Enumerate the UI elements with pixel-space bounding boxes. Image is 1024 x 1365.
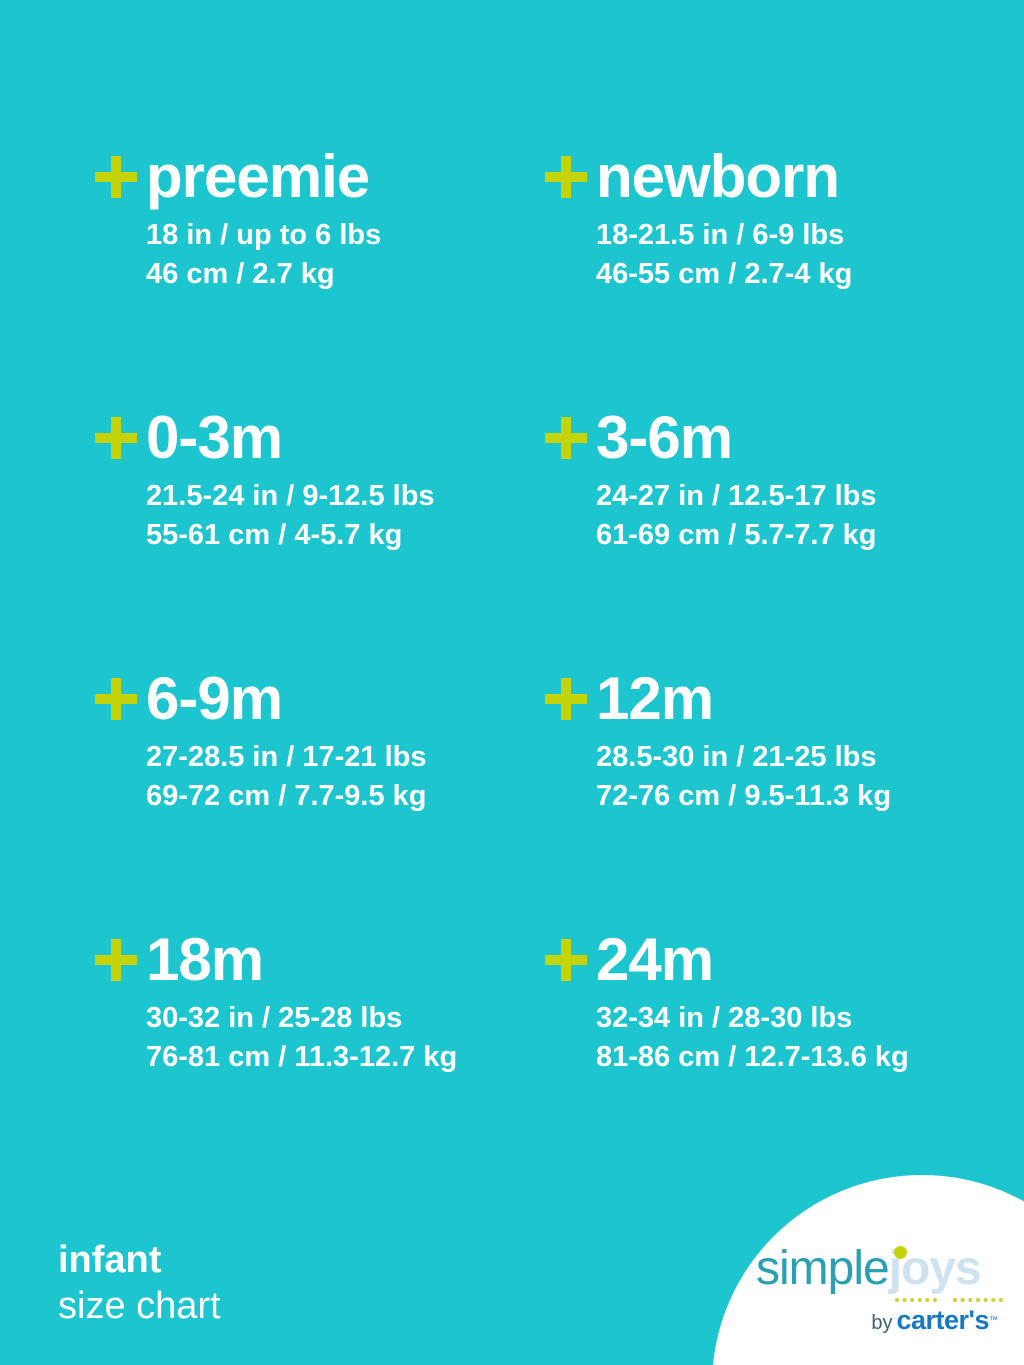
size-head: preemie bbox=[95, 143, 545, 210]
size-block-12m: 12m 28.5-30 in / 21-25 lbs 72-76 cm / 9.… bbox=[545, 665, 935, 931]
size-imperial: 21.5-24 in / 9-12.5 lbs bbox=[146, 480, 435, 512]
size-metric: 46-55 cm / 2.7-4 kg bbox=[596, 258, 853, 291]
size-head: newborn bbox=[545, 143, 935, 210]
size-head: 24m bbox=[545, 926, 935, 993]
size-details: 30-32 in / 25-28 lbs 76-81 cm / 11.3-12.… bbox=[146, 999, 545, 1078]
size-imperial: 28.5-30 in / 21-25 lbs bbox=[596, 741, 877, 773]
size-details: 24-27 in / 12.5-17 lbs 61-69 cm / 5.7-7.… bbox=[596, 477, 935, 556]
size-metric: 76-81 cm / 11.3-12.7 kg bbox=[146, 1041, 458, 1074]
plus-icon bbox=[95, 938, 137, 981]
plus-icon bbox=[545, 416, 587, 459]
size-head: 3-6m bbox=[545, 404, 935, 471]
size-details: 21.5-24 in / 9-12.5 lbs 55-61 cm / 4-5.7… bbox=[146, 477, 545, 556]
size-metric: 61-69 cm / 5.7-7.7 kg bbox=[596, 519, 877, 552]
size-metric: 72-76 cm / 9.5-11.3 kg bbox=[596, 780, 892, 813]
chart-category-label: infant bbox=[58, 1239, 162, 1281]
size-metric: 69-72 cm / 7.7-9.5 kg bbox=[146, 780, 427, 813]
chart-footer: infant size chart bbox=[58, 1238, 221, 1329]
plus-icon bbox=[545, 155, 587, 198]
size-name: 18m bbox=[146, 926, 264, 993]
logo-carters-text: carter's bbox=[896, 1305, 990, 1335]
size-details: 32-34 in / 28-30 lbs 81-86 cm / 12.7-13.… bbox=[596, 999, 935, 1078]
size-head: 12m bbox=[545, 665, 935, 732]
size-block-3-6m: 3-6m 24-27 in / 12.5-17 lbs 61-69 cm / 5… bbox=[545, 404, 935, 670]
plus-icon bbox=[545, 677, 587, 720]
size-name: 24m bbox=[596, 926, 714, 993]
size-metric: 46 cm / 2.7 kg bbox=[146, 258, 335, 291]
size-head: 0-3m bbox=[95, 404, 545, 471]
logo-dotted-underline-left bbox=[895, 1283, 937, 1302]
plus-icon bbox=[545, 938, 587, 981]
size-grid: preemie 18 in / up to 6 lbs 46 cm / 2.7 … bbox=[95, 143, 935, 1192]
size-imperial: 27-28.5 in / 17-21 lbs bbox=[146, 741, 427, 773]
size-name: preemie bbox=[146, 143, 370, 210]
size-block-preemie: preemie 18 in / up to 6 lbs 46 cm / 2.7 … bbox=[95, 143, 545, 409]
size-details: 18 in / up to 6 lbs 46 cm / 2.7 kg bbox=[146, 216, 545, 295]
size-name: 12m bbox=[596, 665, 714, 732]
plus-icon bbox=[95, 677, 137, 720]
size-block-6-9m: 6-9m 27-28.5 in / 17-21 lbs 69-72 cm / 7… bbox=[95, 665, 545, 931]
size-details: 27-28.5 in / 17-21 lbs 69-72 cm / 7.7-9.… bbox=[146, 738, 545, 817]
logo-lime-dot-icon bbox=[894, 1246, 907, 1259]
plus-icon bbox=[95, 416, 137, 459]
size-imperial: 32-34 in / 28-30 lbs bbox=[596, 1002, 853, 1034]
size-imperial: 24-27 in / 12.5-17 lbs bbox=[596, 480, 877, 512]
size-head: 6-9m bbox=[95, 665, 545, 732]
size-block-18m: 18m 30-32 in / 25-28 lbs 76-81 cm / 11.3… bbox=[95, 926, 545, 1192]
size-name: 6-9m bbox=[146, 665, 283, 732]
brand-logo: simplejoys by carter's™ bbox=[756, 1245, 1016, 1355]
logo-simple-text: simple bbox=[756, 1242, 890, 1295]
size-name: 3-6m bbox=[596, 404, 733, 471]
logo-dotted-underline-right bbox=[953, 1283, 1003, 1302]
logo-wordmark: simplejoys bbox=[756, 1242, 1003, 1302]
size-metric: 55-61 cm / 4-5.7 kg bbox=[146, 519, 403, 552]
trademark-symbol: ™ bbox=[989, 1314, 998, 1325]
plus-icon bbox=[95, 155, 137, 198]
size-metric: 81-86 cm / 12.7-13.6 kg bbox=[596, 1041, 909, 1074]
size-imperial: 30-32 in / 25-28 lbs bbox=[146, 1002, 403, 1034]
size-block-24m: 24m 32-34 in / 28-30 lbs 81-86 cm / 12.7… bbox=[545, 926, 935, 1192]
size-name: newborn bbox=[596, 143, 840, 210]
size-details: 28.5-30 in / 21-25 lbs 72-76 cm / 9.5-11… bbox=[596, 738, 935, 817]
brand-logo-circle: simplejoys by carter's™ bbox=[712, 1175, 1024, 1365]
chart-type-label: size chart bbox=[58, 1284, 221, 1327]
size-head: 18m bbox=[95, 926, 545, 993]
size-imperial: 18-21.5 in / 6-9 lbs bbox=[596, 219, 845, 251]
size-details: 18-21.5 in / 6-9 lbs 46-55 cm / 2.7-4 kg bbox=[596, 216, 935, 295]
size-name: 0-3m bbox=[146, 404, 283, 471]
size-block-newborn: newborn 18-21.5 in / 6-9 lbs 46-55 cm / … bbox=[545, 143, 935, 409]
logo-byline: by carter's™ bbox=[756, 1305, 998, 1336]
size-block-0-3m: 0-3m 21.5-24 in / 9-12.5 lbs 55-61 cm / … bbox=[95, 404, 545, 670]
size-imperial: 18 in / up to 6 lbs bbox=[146, 219, 382, 251]
logo-by-text: by bbox=[871, 1312, 893, 1334]
